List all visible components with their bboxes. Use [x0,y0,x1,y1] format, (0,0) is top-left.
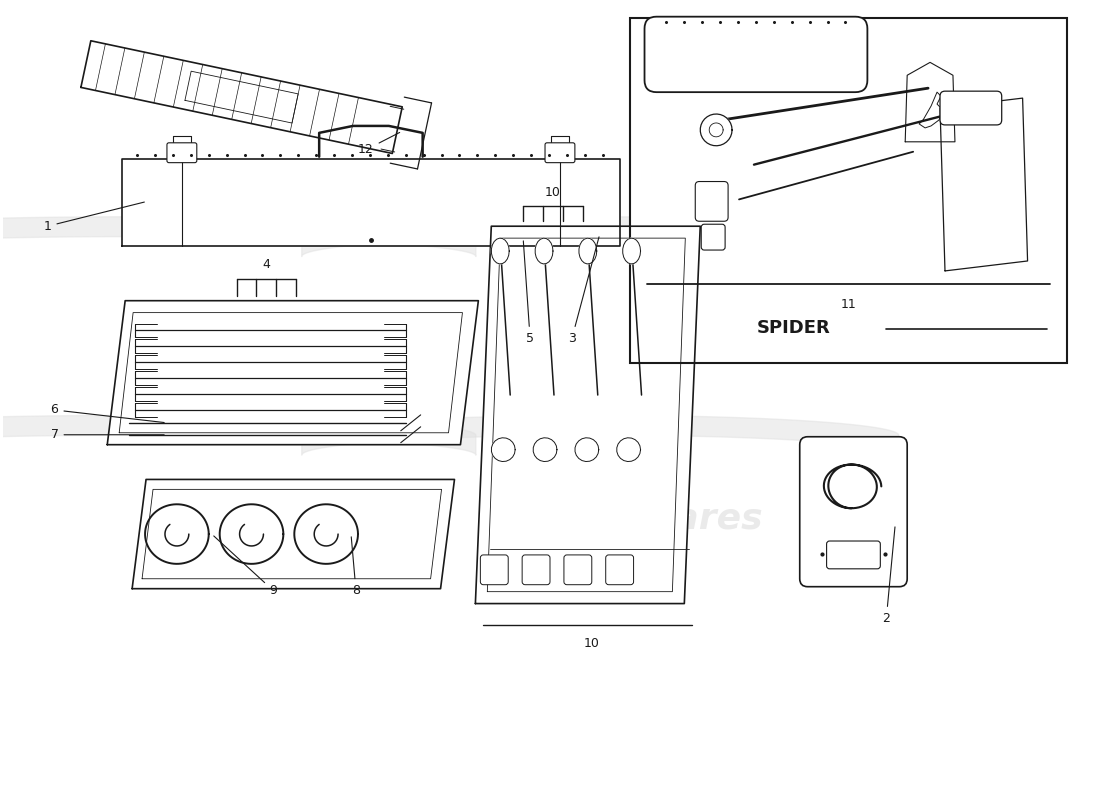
Polygon shape [487,238,685,592]
Polygon shape [185,71,298,123]
Text: 4: 4 [263,258,271,271]
Text: eurospares: eurospares [536,314,763,347]
Polygon shape [492,438,515,462]
FancyBboxPatch shape [522,555,550,585]
FancyBboxPatch shape [629,18,1067,363]
Polygon shape [940,98,1027,271]
Polygon shape [534,438,557,462]
Text: 10: 10 [544,186,561,199]
Text: 12: 12 [359,133,399,156]
Polygon shape [142,490,441,578]
FancyBboxPatch shape [544,142,575,162]
FancyBboxPatch shape [826,541,880,569]
FancyBboxPatch shape [606,555,634,585]
Polygon shape [905,62,955,142]
Polygon shape [701,114,733,146]
Text: 1: 1 [44,202,144,233]
Text: eurospares: eurospares [536,502,763,536]
Text: 3: 3 [568,237,600,345]
FancyBboxPatch shape [564,555,592,585]
FancyBboxPatch shape [695,182,728,222]
Text: eurospares: eurospares [167,502,396,536]
Polygon shape [119,313,462,433]
Text: 5: 5 [524,241,535,345]
Polygon shape [579,238,597,264]
FancyBboxPatch shape [800,437,907,586]
Polygon shape [122,158,619,246]
Text: 10: 10 [584,637,600,650]
FancyBboxPatch shape [645,17,868,92]
Polygon shape [575,438,598,462]
Text: 8: 8 [351,537,360,597]
FancyBboxPatch shape [167,142,197,162]
FancyBboxPatch shape [701,224,725,250]
FancyBboxPatch shape [940,91,1002,125]
Text: 6: 6 [51,403,164,422]
Text: eurospares: eurospares [167,314,396,347]
Text: 2: 2 [882,527,895,625]
Text: SPIDER: SPIDER [757,319,830,338]
Text: 11: 11 [840,298,857,311]
Text: 7: 7 [51,428,164,442]
FancyBboxPatch shape [481,555,508,585]
Polygon shape [710,123,723,137]
Polygon shape [132,479,454,589]
Polygon shape [107,301,478,445]
Polygon shape [536,238,553,264]
Polygon shape [475,226,701,603]
Text: 9: 9 [213,536,277,597]
Polygon shape [617,438,640,462]
Polygon shape [492,238,509,264]
Polygon shape [81,41,403,154]
Polygon shape [623,238,640,264]
